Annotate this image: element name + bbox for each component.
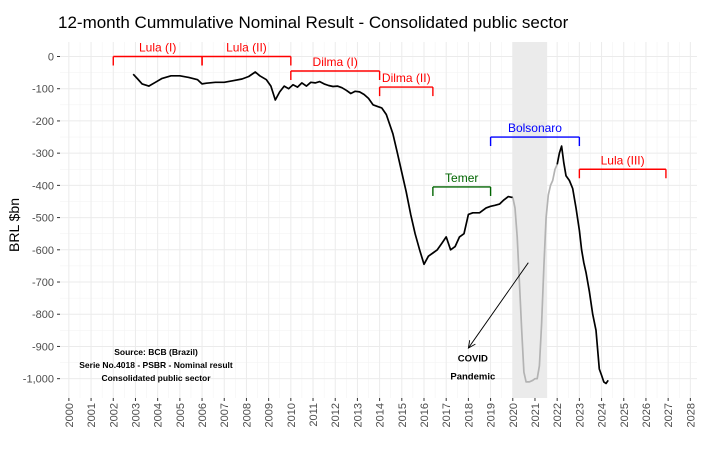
- source-line-2: Serie No.4018 - PSBR - Nominal result: [79, 360, 233, 370]
- y-tick-label: -200: [32, 116, 54, 128]
- covid-shade: [512, 42, 548, 398]
- x-tick-label: 2010: [286, 403, 298, 427]
- government-label: Bolsonaro: [508, 121, 562, 135]
- source-line-3: Consolidated public sector: [101, 373, 211, 383]
- covid-label-line2: Pandemic: [450, 371, 495, 382]
- x-tick-label: 2009: [264, 403, 276, 427]
- x-tick-label: 2016: [419, 403, 431, 427]
- y-tick-label: -800: [32, 309, 54, 321]
- x-tick-label: 2023: [574, 403, 586, 427]
- x-tick-label: 2005: [175, 403, 187, 427]
- x-tick-label: 2013: [352, 403, 364, 427]
- x-tick-label: 2021: [530, 403, 542, 427]
- x-tick-label: 2020: [508, 403, 520, 427]
- government-label: Dilma (II): [382, 71, 431, 85]
- series-line-0: [132, 71, 513, 266]
- government-label: Lula (I): [139, 40, 176, 54]
- covid-annotation: COVID Pandemic: [450, 262, 529, 382]
- y-tick-label: 0: [48, 51, 54, 63]
- y-tick-label: -400: [32, 180, 54, 192]
- series-line-1: [511, 164, 558, 383]
- x-tick-label: 2008: [241, 403, 253, 427]
- x-tick-label: 2001: [86, 403, 98, 427]
- source-line-1: Source: BCB (Brazil): [114, 347, 198, 357]
- x-tick-label: 2026: [641, 403, 653, 427]
- x-tick-label: 2004: [153, 403, 165, 427]
- y-axis-label: BRL $bn: [6, 198, 22, 252]
- covid-arrow-line: [468, 262, 529, 349]
- government-label: Lula (III): [601, 153, 645, 167]
- x-tick-label: 2007: [219, 403, 231, 427]
- x-tick-label: 2014: [375, 403, 387, 427]
- x-tick-label: 2027: [663, 403, 675, 427]
- x-tick-label: 2028: [685, 403, 697, 427]
- x-tick-label: 2012: [330, 403, 342, 427]
- series-line-2: [556, 145, 609, 385]
- government-label: Dilma (I): [313, 55, 358, 69]
- y-tick-label: -500: [32, 213, 54, 225]
- x-tick-label: 2022: [552, 403, 564, 427]
- x-tick-label: 2019: [486, 403, 498, 427]
- x-axis-ticks: 2000 2001 2002 2003 2004 2005 2006 2007 2008 2009…: [64, 398, 697, 427]
- x-tick-label: 2011: [308, 403, 320, 427]
- data-lines: [132, 71, 609, 385]
- x-tick-label: 2025: [619, 403, 631, 427]
- y-tick-label: -100: [32, 84, 54, 96]
- y-tick-label: -600: [32, 245, 54, 257]
- covid-shaded-region: [512, 42, 548, 398]
- x-tick-label: 2006: [197, 403, 209, 427]
- x-tick-label: 2024: [597, 403, 609, 427]
- x-tick-label: 2017: [441, 403, 453, 427]
- y-tick-label: -900: [32, 341, 54, 353]
- y-tick-label: -1,000: [23, 374, 54, 386]
- y-axis-ticks: 0 -100 -200 -300 -400 -500 -600 -700 -800 -900 -1,…: [23, 51, 60, 386]
- x-tick-label: 2002: [108, 403, 120, 427]
- plot-panel: [60, 42, 697, 398]
- x-tick-label: 2000: [64, 403, 76, 427]
- covid-label-line1: COVID: [458, 353, 488, 364]
- covid-arrow-head: [467, 340, 476, 349]
- source-annotation: Source: BCB (Brazil) Serie No.4018 - PSBR…: [79, 347, 233, 383]
- government-label: Temer: [445, 171, 478, 185]
- plot-background: [60, 42, 697, 398]
- x-tick-label: 2018: [463, 403, 475, 427]
- x-tick-label: 2003: [130, 403, 142, 427]
- chart-title: 12-month Cummulative Nominal Result - Co…: [58, 13, 569, 32]
- y-tick-label: -700: [32, 277, 54, 289]
- government-brackets: Lula (I) Lula (II) Dilma (I) Dilma (II) Teme…: [112, 40, 667, 196]
- x-tick-label: 2015: [397, 403, 409, 427]
- y-tick-label: -300: [32, 148, 54, 160]
- government-label: Lula (II): [226, 40, 267, 54]
